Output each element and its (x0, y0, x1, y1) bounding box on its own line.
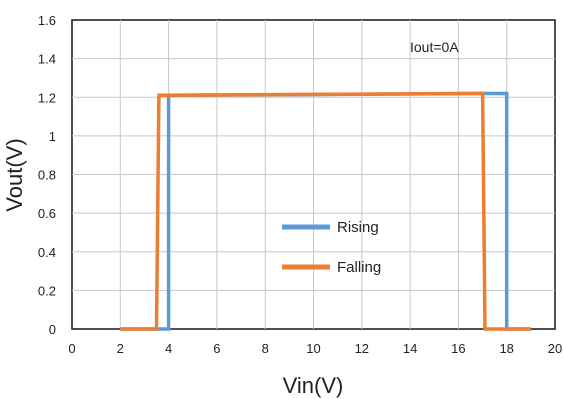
y-tick-label: 1.2 (38, 90, 56, 105)
x-tick-label: 12 (355, 341, 369, 356)
y-tick-label: 1 (49, 129, 56, 144)
y-tick-label: 0.6 (38, 206, 56, 221)
x-tick-labels: 0 2 4 6 8 10 12 14 16 18 20 (68, 341, 562, 356)
y-tick-label: 0.4 (38, 245, 56, 260)
x-tick-label: 6 (213, 341, 220, 356)
y-tick-labels: 0 0.2 0.4 0.6 0.8 1 1.2 1.4 1.6 (38, 13, 56, 337)
x-tick-label: 14 (403, 341, 417, 356)
y-tick-label: 1.6 (38, 13, 56, 28)
x-tick-label: 10 (306, 341, 320, 356)
gridlines (72, 20, 555, 329)
legend-label-falling: Falling (337, 259, 381, 276)
legend-label-rising: Rising (337, 219, 379, 236)
x-tick-label: 4 (165, 341, 172, 356)
x-tick-label: 8 (262, 341, 269, 356)
legend: Rising Falling (282, 219, 381, 276)
y-tick-label: 0.2 (38, 283, 56, 298)
x-tick-label: 2 (117, 341, 124, 356)
annotation-label: Iout=0A (410, 39, 459, 55)
x-tick-label: 18 (499, 341, 513, 356)
y-tick-label: 1.4 (38, 52, 56, 67)
y-axis-title: Vout(V) (2, 138, 27, 211)
y-tick-label: 0 (49, 322, 56, 337)
x-axis-title: Vin(V) (283, 373, 344, 398)
series-layer (120, 91, 531, 331)
x-tick-label: 20 (548, 341, 562, 356)
y-tick-label: 0.8 (38, 168, 56, 183)
x-tick-label: 0 (68, 341, 75, 356)
x-tick-label: 16 (451, 341, 465, 356)
series-line-falling (120, 91, 531, 331)
